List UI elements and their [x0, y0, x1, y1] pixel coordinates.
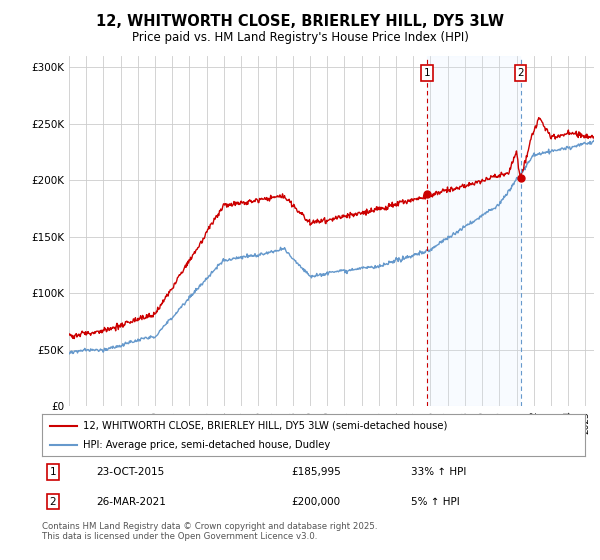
Text: 5% ↑ HPI: 5% ↑ HPI [411, 497, 460, 507]
Text: Contains HM Land Registry data © Crown copyright and database right 2025.
This d: Contains HM Land Registry data © Crown c… [42, 522, 377, 542]
Text: HPI: Average price, semi-detached house, Dudley: HPI: Average price, semi-detached house,… [83, 440, 330, 450]
Text: 12, WHITWORTH CLOSE, BRIERLEY HILL, DY5 3LW (semi-detached house): 12, WHITWORTH CLOSE, BRIERLEY HILL, DY5 … [83, 421, 447, 431]
Text: 2: 2 [50, 497, 56, 507]
Text: £185,995: £185,995 [292, 467, 341, 477]
Text: Price paid vs. HM Land Registry's House Price Index (HPI): Price paid vs. HM Land Registry's House … [131, 31, 469, 44]
Text: 1: 1 [50, 467, 56, 477]
Text: 26-MAR-2021: 26-MAR-2021 [97, 497, 166, 507]
Text: 23-OCT-2015: 23-OCT-2015 [97, 467, 164, 477]
Bar [427, 56, 520, 406]
Text: 12, WHITWORTH CLOSE, BRIERLEY HILL, DY5 3LW: 12, WHITWORTH CLOSE, BRIERLEY HILL, DY5 … [96, 14, 504, 29]
Text: 2: 2 [517, 68, 524, 78]
Text: 1: 1 [424, 68, 431, 78]
Text: 33% ↑ HPI: 33% ↑ HPI [411, 467, 467, 477]
Text: £200,000: £200,000 [292, 497, 341, 507]
